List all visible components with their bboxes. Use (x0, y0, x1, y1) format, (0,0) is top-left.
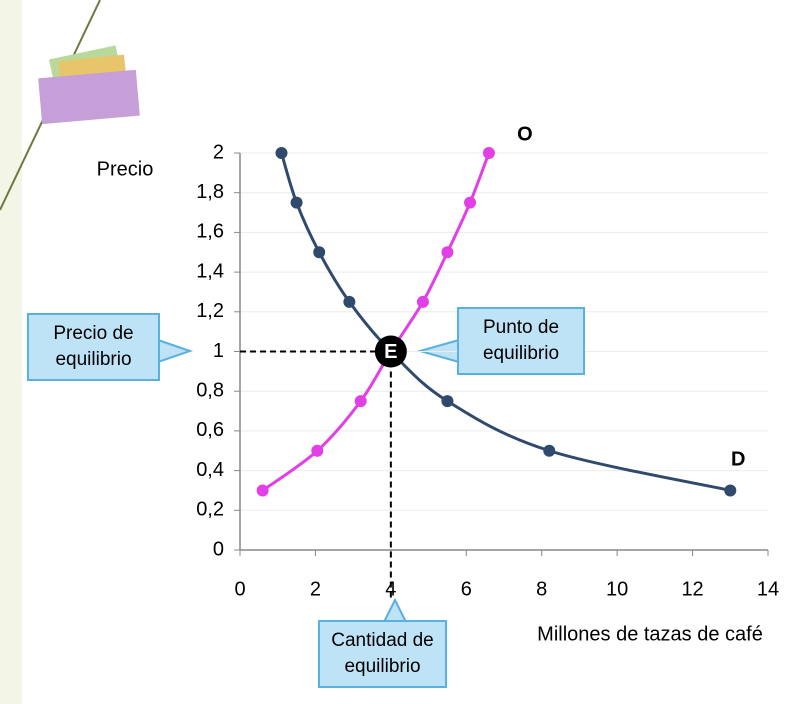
x-tick-label: 4 (385, 578, 396, 600)
callout: Punto de equilibrio (457, 307, 585, 375)
point (354, 395, 367, 408)
point (290, 196, 303, 209)
x-tick-label: 10 (606, 578, 628, 600)
point (313, 246, 326, 259)
point (543, 444, 556, 457)
point (724, 484, 737, 497)
equilibrium-point (374, 335, 407, 368)
callout-pointer (157, 338, 194, 364)
y-tick-label: 1 (213, 340, 224, 362)
x-tick-label: 0 (234, 578, 245, 600)
equilibrium-label: E (384, 341, 397, 363)
x-tick-label: 2 (310, 578, 321, 600)
y-tick-label: 0,6 (196, 419, 224, 441)
y-tick-label: 2 (213, 141, 224, 163)
point (343, 295, 356, 308)
point (416, 295, 429, 308)
y-tick-label: 0,4 (196, 459, 224, 481)
point (464, 196, 477, 209)
money-icon (38, 45, 140, 125)
point (482, 147, 495, 159)
x-tick-label: 14 (757, 578, 779, 600)
y-tick-label: 0,2 (196, 499, 224, 521)
point (441, 246, 454, 259)
point (441, 395, 454, 408)
callout: Precio de equilibrio (27, 313, 160, 381)
y-tick-label: 1,2 (196, 300, 224, 322)
point (311, 444, 324, 457)
side-stripe (0, 0, 22, 704)
y-tick-label: 1,8 (196, 181, 224, 203)
y-tick-label: 0,8 (196, 379, 224, 401)
x-tick-label: 12 (681, 578, 703, 600)
x-tick-label: 8 (536, 578, 547, 600)
callout: Cantidad de equilibrio (318, 620, 447, 688)
y-tick-label: 0 (213, 538, 224, 560)
y-axis-label: Precio (97, 158, 154, 180)
x-tick-label: 6 (461, 578, 472, 600)
series-label: D (731, 449, 745, 471)
series-label: O (517, 123, 533, 145)
point (256, 484, 269, 497)
y-tick-label: 1,6 (196, 221, 224, 243)
y-tick-label: 1,4 (196, 260, 224, 282)
x-axis-label: Millones de tazas de café (537, 623, 763, 645)
callout-pointer (382, 597, 408, 623)
point (275, 147, 288, 159)
